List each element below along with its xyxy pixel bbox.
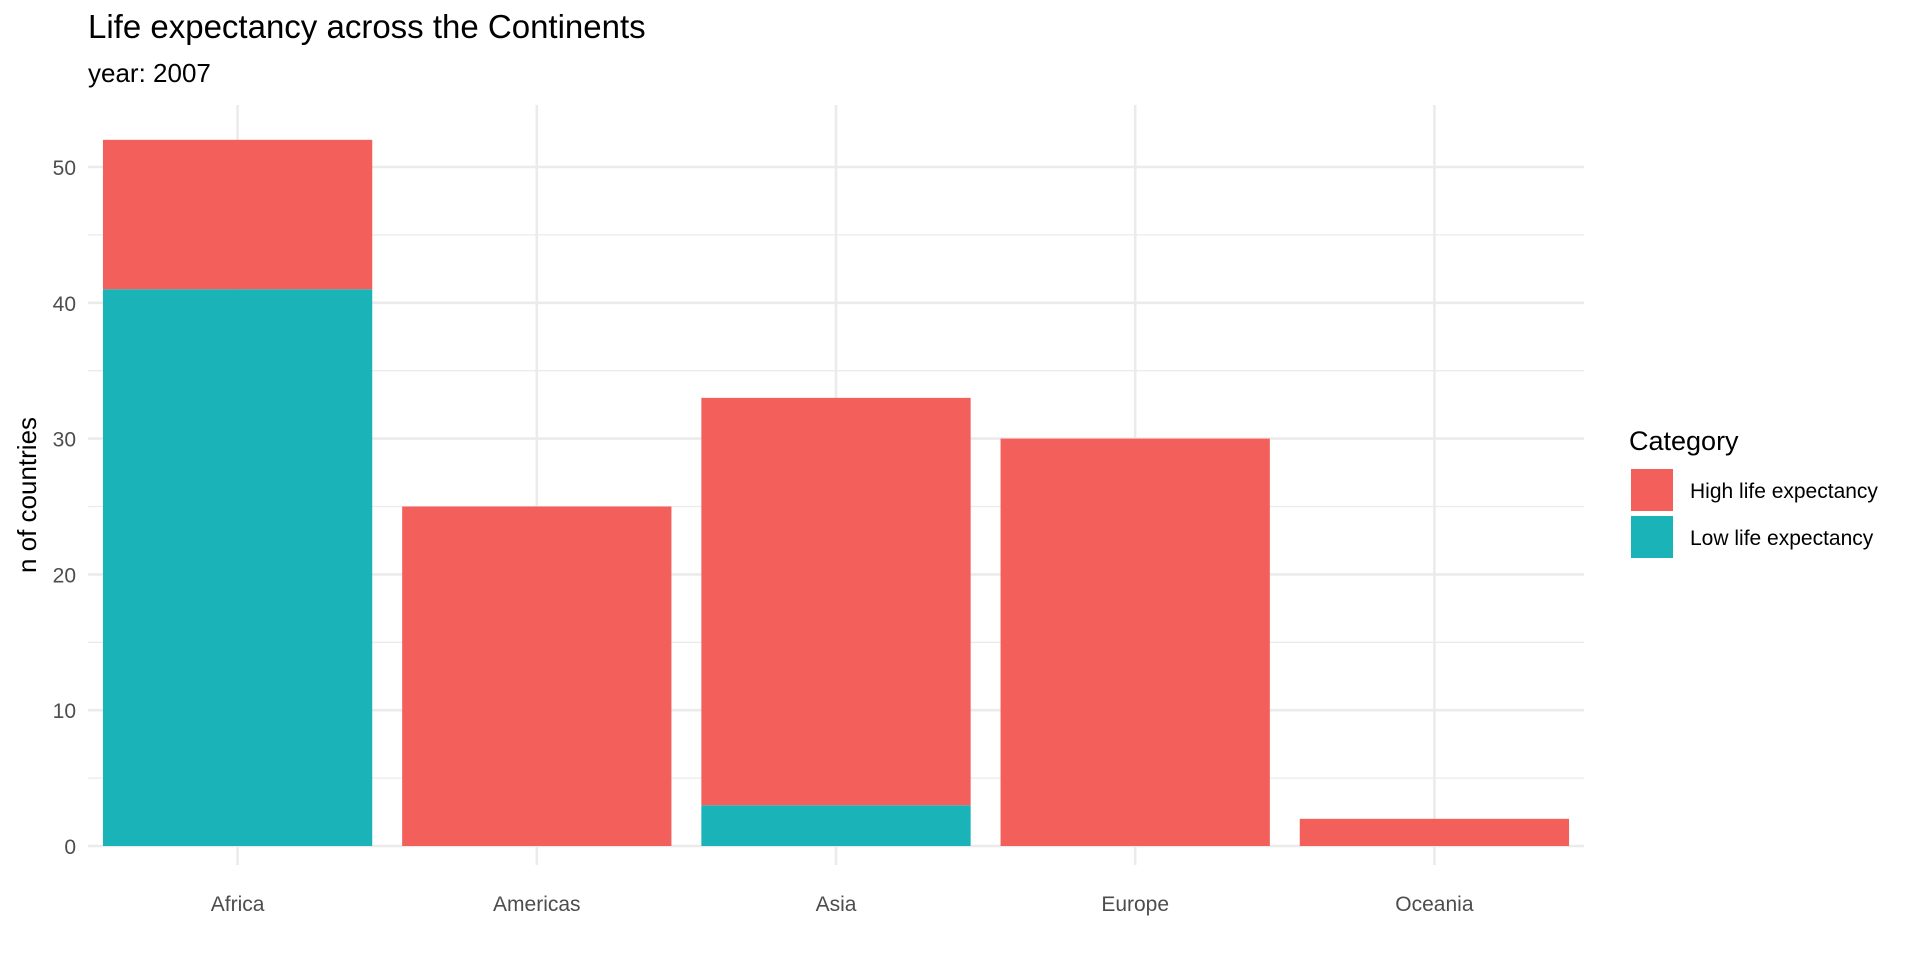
legend: Category High life expectancy Low life ex… <box>1629 426 1878 558</box>
legend-key-low <box>1631 516 1673 558</box>
legend-label: High life expectancy <box>1690 480 1878 503</box>
bar-asia-low <box>701 805 971 846</box>
y-axis-ticks: 0 10 20 30 40 50 <box>53 157 76 859</box>
bar-europe-high <box>1000 438 1270 846</box>
bar-asia-high <box>701 397 971 806</box>
bar-africa-high <box>102 139 373 290</box>
legend-key-high <box>1631 469 1673 511</box>
bar-africa-low <box>102 289 373 847</box>
bar-oceania-high <box>1299 818 1570 846</box>
x-tick-label: Europe <box>1101 893 1169 916</box>
y-tick-label: 20 <box>53 564 76 587</box>
y-tick-label: 0 <box>64 836 76 859</box>
y-axis-title: n of countries <box>12 417 42 573</box>
chart-subtitle: year: 2007 <box>88 58 211 88</box>
bars <box>102 139 1570 847</box>
legend-label: Low life expectancy <box>1690 527 1874 550</box>
x-tick-label: Oceania <box>1395 893 1474 916</box>
legend-title: Category <box>1629 426 1739 456</box>
y-tick-label: 40 <box>53 293 76 316</box>
y-tick-label: 10 <box>53 700 76 723</box>
x-axis-ticks: Africa Americas Asia Europe Oceania <box>211 893 1474 916</box>
bar-americas-high <box>402 506 672 846</box>
y-tick-label: 50 <box>53 157 76 180</box>
x-tick-label: Americas <box>493 893 581 916</box>
x-tick-label: Africa <box>211 893 265 916</box>
chart-title: Life expectancy across the Continents <box>88 8 646 45</box>
y-tick-label: 30 <box>53 429 76 452</box>
x-tick-label: Asia <box>816 893 857 916</box>
